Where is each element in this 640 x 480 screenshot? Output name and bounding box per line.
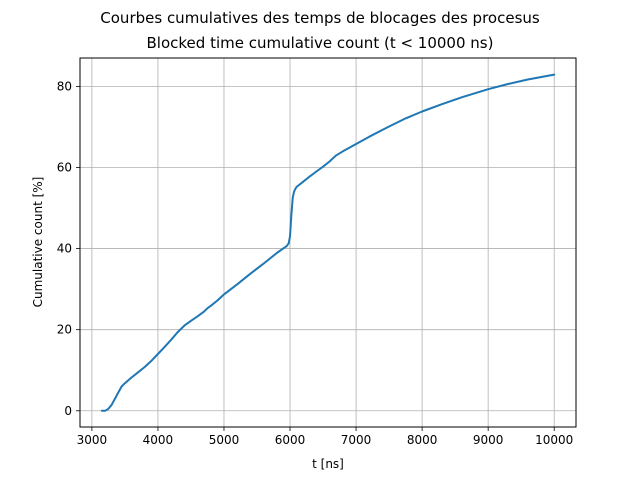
- plot-frame: [79, 57, 577, 428]
- x-tick-label: 5000: [209, 433, 240, 447]
- y-tick-label: 20: [57, 323, 72, 337]
- tick-layer: 3000 4000 5000 6000 7000 8000 9000 10000 0 20 40 60…: [57, 79, 574, 447]
- x-tick-label: 6000: [275, 433, 306, 447]
- grid-layer: [80, 58, 576, 427]
- chart-title: Courbes cumulatives des temps de blocage…: [100, 9, 540, 27]
- x-axis-label: t [ns]: [312, 457, 344, 471]
- x-tick-label: 4000: [143, 433, 174, 447]
- y-tick-label: 60: [57, 160, 72, 174]
- y-tick-label: 0: [64, 404, 72, 418]
- x-tick-label: 7000: [341, 433, 372, 447]
- x-tick-label: 9000: [473, 433, 504, 447]
- y-tick-label: 40: [57, 242, 72, 256]
- x-tick-label: 3000: [77, 433, 108, 447]
- y-axis-label: Cumulative count [%]: [31, 177, 45, 308]
- x-tick-label: 8000: [407, 433, 438, 447]
- series-line: [100, 73, 556, 412]
- chart-subtitle: Blocked time cumulative count (t < 10000…: [147, 34, 494, 52]
- series-layer: [100, 73, 556, 412]
- y-tick-label: 80: [57, 79, 72, 93]
- x-tick-label: 10000: [535, 433, 573, 447]
